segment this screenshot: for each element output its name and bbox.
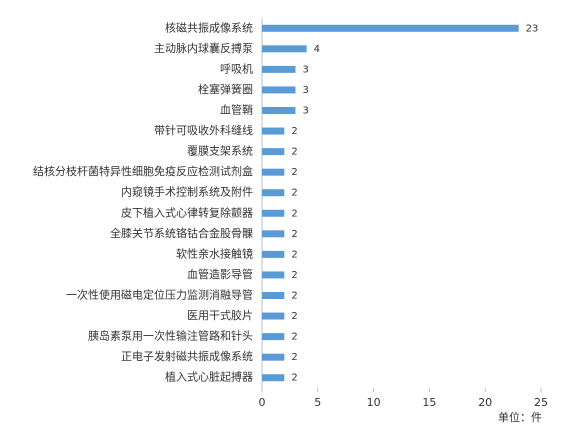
value-label: 2: [291, 270, 297, 281]
y-tick-label: 结核分枝杆菌特异性细胞免疫反应检测试剂盒: [33, 164, 253, 178]
bar: [262, 312, 285, 320]
bar: [262, 353, 285, 361]
value-label: 2: [291, 188, 297, 199]
bar: [262, 168, 285, 176]
bar: [262, 65, 296, 73]
y-tick-label: 软性亲水接触镜: [176, 246, 253, 260]
y-tick-label: 植入式心脏起搏器: [165, 370, 253, 384]
value-label: 2: [291, 291, 297, 302]
value-label: 2: [291, 167, 297, 178]
bar: [262, 374, 285, 382]
value-label: 2: [291, 208, 297, 219]
value-label: 2: [291, 332, 297, 343]
value-label: 2: [291, 126, 297, 137]
bar: [262, 127, 285, 135]
y-tick-label: 医用干式胶片: [187, 308, 253, 322]
y-tick-label: 血管造影导管: [187, 267, 253, 281]
bar: [262, 209, 285, 217]
y-tick-label: 一次性使用磁电定位压力监测消融导管: [66, 288, 253, 302]
value-label: 3: [302, 64, 308, 75]
bar: [262, 271, 285, 279]
value-label: 2: [291, 373, 297, 384]
bar: [262, 333, 285, 341]
value-label: 3: [302, 106, 308, 117]
value-label: 2: [291, 147, 297, 158]
value-label: 3: [302, 85, 308, 96]
value-label: 23: [526, 23, 539, 34]
bar: [262, 24, 519, 32]
value-label: 2: [291, 249, 297, 260]
bar: [262, 107, 296, 114]
y-tick-label: 皮下植入式心律转复除颤器: [121, 205, 253, 219]
bar: [262, 86, 296, 94]
y-tick-label: 胰岛素泵用一次性输注管路和针头: [88, 329, 253, 343]
x-tick-label: 15: [422, 396, 436, 409]
bar: [262, 292, 285, 299]
value-label: 4: [314, 44, 320, 55]
unit-label: 单位：件: [498, 410, 542, 424]
bar: [262, 189, 285, 197]
bar: [262, 45, 307, 53]
value-label: 2: [291, 311, 297, 322]
y-tick-label: 内窥镜手术控制系统及附件: [121, 185, 253, 199]
y-tick-label: 栓塞弹簧圈: [198, 82, 253, 96]
y-tick-label: 正电子发射磁共振成像系统: [121, 349, 253, 363]
x-tick-label: 25: [534, 396, 548, 409]
bar: [262, 250, 285, 258]
value-label: 2: [291, 229, 297, 240]
value-label: 2: [291, 352, 297, 363]
x-tick-label: 5: [314, 396, 321, 409]
y-tick-label: 覆膜支架系统: [187, 145, 253, 158]
y-tick-label: 核磁共振成像系统: [165, 20, 253, 34]
y-tick-label: 主动脉内球囊反搏泵: [154, 41, 253, 55]
x-tick-label: 10: [367, 396, 381, 409]
y-tick-label: 全膝关节系统铬钴合金股骨髁: [110, 226, 253, 240]
y-tick-label: 血管鞘: [220, 103, 253, 117]
x-tick-label: 0: [259, 396, 266, 409]
bar: [262, 148, 285, 156]
x-tick-label: 20: [478, 396, 492, 409]
y-tick-label: 带针可吸收外科缝线: [154, 123, 253, 137]
y-tick-label: 呼吸机: [220, 61, 253, 75]
bar: [262, 230, 285, 238]
